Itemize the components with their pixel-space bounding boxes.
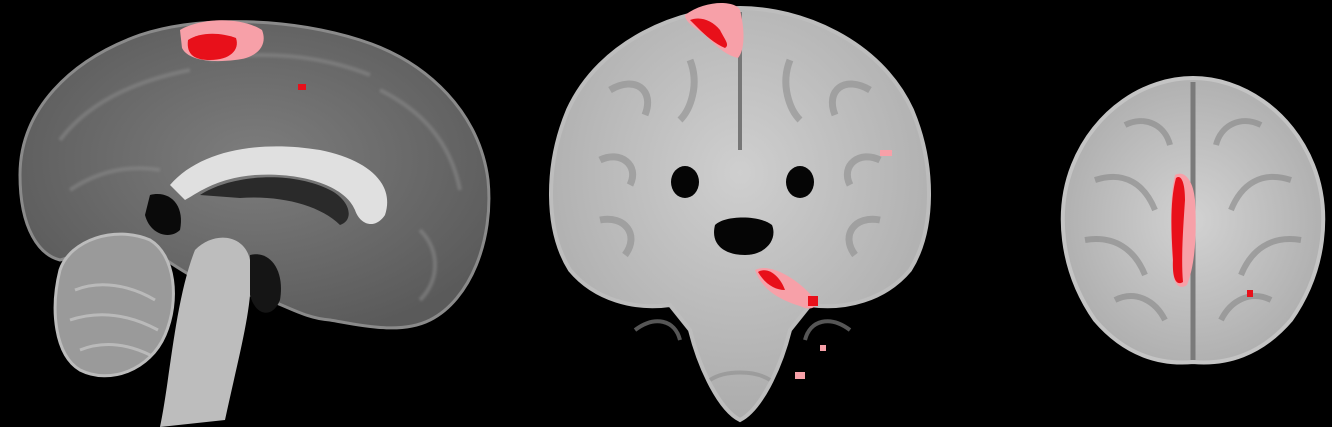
axial-view	[1060, 75, 1326, 365]
coronal-view	[549, 3, 931, 423]
axial-activation-overlay	[1171, 173, 1253, 297]
sagittal-brainstem	[160, 237, 251, 427]
sagittal-activation-overlay	[180, 20, 306, 90]
sagittal-cerebellum	[53, 232, 175, 378]
coronal-right-ventricle	[786, 166, 814, 198]
coronal-activation-overlay	[685, 3, 892, 379]
sagittal-corpus-callosum	[170, 146, 388, 225]
sagittal-view	[18, 20, 491, 427]
coronal-left-ventricle	[671, 166, 699, 198]
